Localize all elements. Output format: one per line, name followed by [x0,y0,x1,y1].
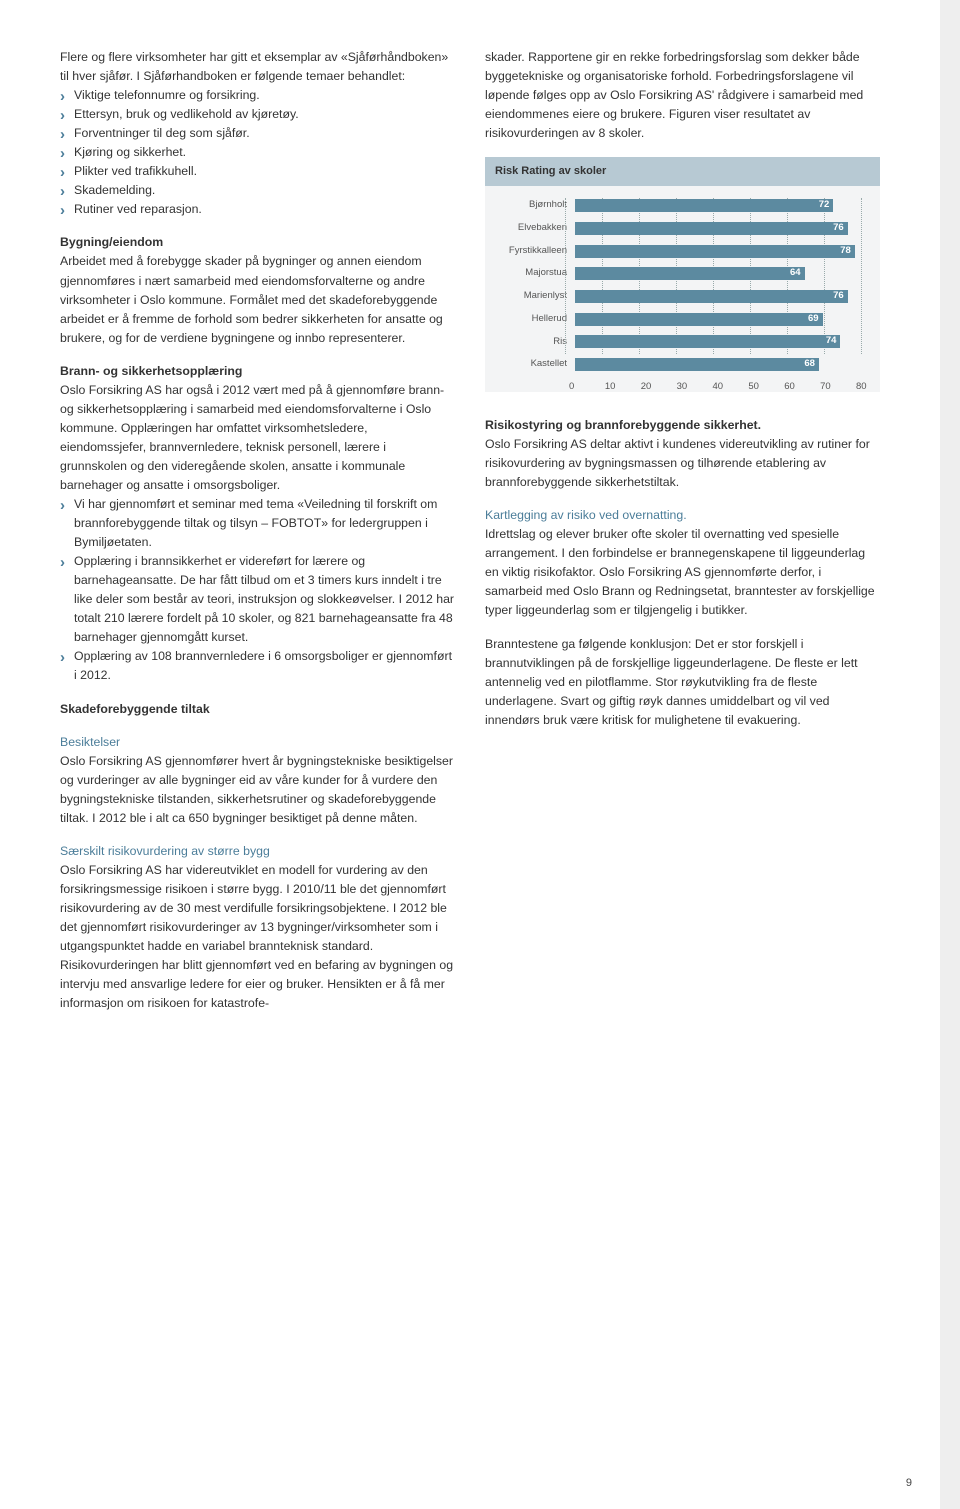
intro-paragraph: Flere og flere virksomheter har gitt et … [60,48,455,86]
chart-row: Fyrstikkalleen78 [503,244,862,259]
risk-rating-chart: Risk Rating av skoler Bjørnholt72 Elvebak… [485,157,880,392]
heading-skade: Skadeforebyggende tiltak [60,700,455,719]
chart-bar-area: 72 [575,199,862,212]
chart-bar-label: Kastellet [503,357,575,372]
chart-row: Kastellet 68 [503,357,862,372]
list-item: Vi har gjennomført et seminar med tema «… [60,495,455,552]
chart-bar-value: 64 [790,266,801,281]
page-number: 9 [906,1477,912,1489]
left-column: Flere og flere virksomheter har gitt et … [60,48,455,1013]
list-item: Plikter ved trafikkuhell. [60,162,455,181]
chart-bar-value: 72 [819,198,830,213]
chart-bar: 64 [575,267,805,280]
heading-bygning: Bygning/eiendom [60,233,455,252]
list-item: Rutiner ved reparasjon. [60,200,455,219]
paragraph-konklusjon: Branntestene ga følgende konklusjon: Det… [485,635,880,730]
chart-bar-value: 69 [808,312,819,327]
list-item: Opplæring i brannsikkerhet er videreført… [60,552,455,647]
paragraph-saerskilt: Oslo Forsikring AS har videreutviklet en… [60,861,455,1013]
chart-bar-value: 76 [833,289,844,304]
chart-title: Risk Rating av skoler [485,157,880,186]
chart-bar: 78 [575,245,855,258]
chart-bar-value: 68 [804,357,815,372]
chart-bar-area: 69 [575,313,862,326]
chart-bar-area: 68 [575,358,862,371]
paragraph-brann: Oslo Forsikring AS har også i 2012 vært … [60,381,455,495]
chart-row: Elvebakken76 [503,221,862,236]
chart-bar: 72 [575,199,833,212]
chart-bar-value: 78 [840,244,851,259]
chart-bar-area: 74 [575,335,862,348]
chart-row: Majorstua64 [503,266,862,281]
heading-besiktelser: Besiktelser [60,733,455,752]
list-item: Viktige telefonnumre og forsikring. [60,86,455,105]
chart-row: Bjørnholt72 [503,198,862,213]
right-column: skader. Rapportene gir en rekke forbedri… [485,48,880,1013]
chart-area: Bjørnholt72 Elvebakken76 Fyrstikkalleen78 M… [485,186,880,382]
chart-row: Ris74 [503,335,862,350]
list-item: Opplæring av 108 brannvernledere i 6 oms… [60,647,455,685]
chart-bar-area: 78 [575,245,862,258]
chart-bar-area: 76 [575,222,862,235]
chart-bar: 74 [575,335,840,348]
page: Flere og flere virksomheter har gitt et … [0,0,940,1509]
list-item: Ettersyn, bruk og vedlikehold av kjøretø… [60,105,455,124]
list-item: Kjøring og sikkerhet. [60,143,455,162]
chart-bar: 76 [575,290,848,303]
list-item: Forventninger til deg som sjåfør. [60,124,455,143]
heading-risikostyring: Risikostyring og brannforebyggende sikke… [485,416,880,435]
heading-brann: Brann- og sikkerhetsopplæring [60,362,455,381]
list-item: Skademelding. [60,181,455,200]
brann-bullet-list: Vi har gjennomført et seminar med tema «… [60,495,455,685]
heading-saerskilt: Særskilt risikovurdering av større bygg [60,842,455,861]
chart-bar-value: 76 [833,221,844,236]
grid-line [565,198,566,354]
chart-row: Marienlyst76 [503,289,862,304]
chart-row: Hellerud69 [503,312,862,327]
paragraph-besiktelser: Oslo Forsikring AS gjennomfører hvert år… [60,752,455,828]
chart-bar-value: 74 [826,334,837,349]
paragraph-kartlegging: Idrettslag og elever bruker ofte skoler … [485,525,880,620]
chart-bar-area: 64 [575,267,862,280]
chart-bar-area: 76 [575,290,862,303]
heading-kartlegging: Kartlegging av risiko ved overnatting. [485,506,880,525]
sjafor-bullet-list: Viktige telefonnumre og forsikring. Ette… [60,86,455,219]
paragraph-risikostyring: Oslo Forsikring AS deltar aktivt i kunde… [485,435,880,492]
chart-bar: 69 [575,313,823,326]
two-column-layout: Flere og flere virksomheter har gitt et … [60,48,880,1013]
chart-bar: 76 [575,222,848,235]
paragraph-bygning: Arbeidet med å forebygge skader på bygni… [60,252,455,347]
paragraph-saerskilt-cont: skader. Rapportene gir en rekke forbedri… [485,48,880,143]
chart-bar: 68 [575,358,819,371]
